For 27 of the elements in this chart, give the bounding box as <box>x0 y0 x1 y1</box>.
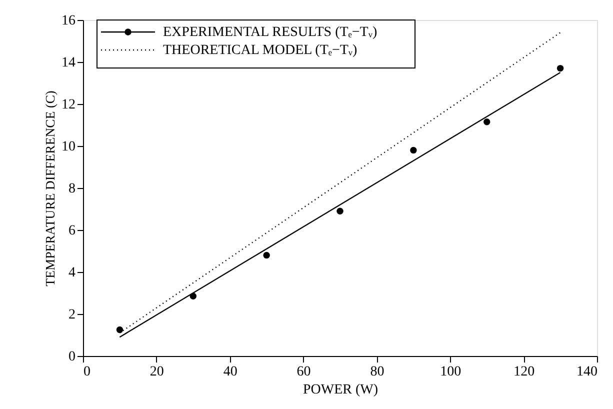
x-tick-label: 60 <box>296 364 311 380</box>
x-tick-label: 120 <box>514 364 535 380</box>
x-tick-label: 20 <box>150 364 164 380</box>
point <box>336 208 344 214</box>
y-tick-label: 14 <box>62 56 76 70</box>
y-tick-label: 4 <box>68 266 76 280</box>
y-tick-label: 16 <box>62 14 76 28</box>
y-axis-title: TEMPERATURE DIFFERENCE (C) <box>42 90 58 286</box>
y-tick-label: 0 <box>68 350 76 364</box>
point <box>484 118 490 126</box>
x-axis-title: POWER (W) <box>302 382 378 398</box>
point <box>556 64 564 72</box>
y-tick-label: 12 <box>62 98 76 112</box>
point <box>410 146 417 154</box>
point <box>116 326 124 334</box>
legend-label: EXPERIMENTAL RESULTS (Tₑ−Tᵥ) <box>163 25 378 40</box>
x-tick-label: 140 <box>576 364 598 380</box>
x-tick-label: 80 <box>370 364 384 380</box>
y-tick-label: 2 <box>68 308 76 322</box>
x-tick-label: 100 <box>440 364 462 380</box>
legend-label: THEORETICAL MODEL (Tₑ−Tᵥ) <box>163 43 358 58</box>
y-tick-label: 8 <box>68 182 76 196</box>
y-tick-label: 10 <box>62 140 76 154</box>
y-tick-label: 6 <box>68 224 76 238</box>
x-tick-label: 40 <box>223 364 238 380</box>
point <box>263 252 270 259</box>
x-tick-label: 0 <box>84 364 90 380</box>
